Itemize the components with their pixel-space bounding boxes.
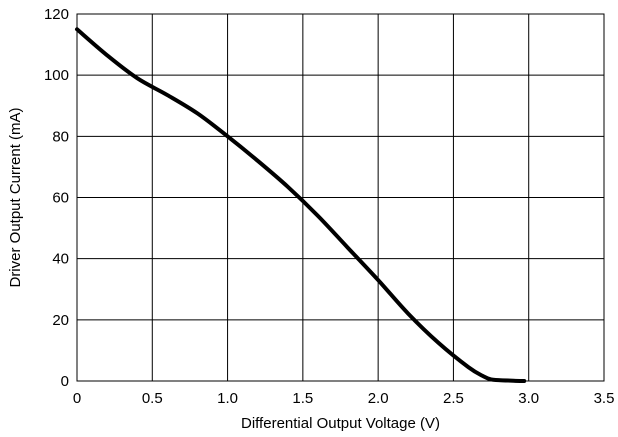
x-tick-label: 0.5 xyxy=(142,390,163,407)
y-tick-label: 40 xyxy=(52,251,69,268)
x-tick-label: 0 xyxy=(73,390,81,407)
x-tick-label: 2.5 xyxy=(443,390,464,407)
plot-frame xyxy=(76,13,605,382)
y-tick-label: 100 xyxy=(44,67,69,84)
x-tick-label: 2.0 xyxy=(368,390,389,407)
grid xyxy=(76,13,605,382)
y-tick-label: 60 xyxy=(52,190,69,207)
x-tick-labels: 0 0.5 1.0 1.5 2.0 2.5 3.0 3.5 xyxy=(73,390,615,407)
x-axis-label: Differential Output Voltage (V) xyxy=(241,415,440,432)
x-tick-label: 1.0 xyxy=(217,390,238,407)
y-tick-label: 0 xyxy=(61,373,69,390)
series-line xyxy=(75,27,527,383)
y-tick-label: 120 xyxy=(44,6,69,23)
y-tick-label: 20 xyxy=(52,312,69,329)
y-tick-labels: 0 20 40 60 80 100 120 xyxy=(44,6,69,390)
y-axis-label: Driver Output Current (mA) xyxy=(7,107,24,287)
x-tick-label: 1.5 xyxy=(292,390,313,407)
x-tick-label: 3.5 xyxy=(594,390,615,407)
x-tick-label: 3.0 xyxy=(518,390,539,407)
y-tick-label: 80 xyxy=(52,128,69,145)
